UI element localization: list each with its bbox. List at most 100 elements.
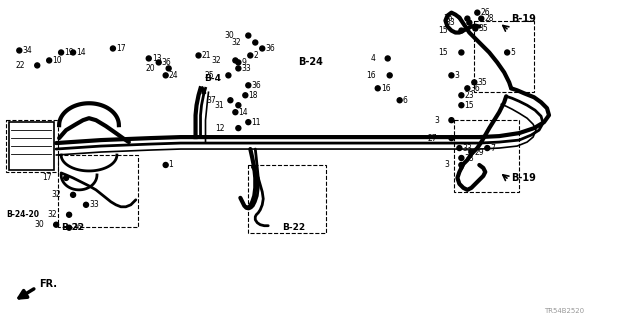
Circle shape: [233, 110, 238, 115]
Circle shape: [59, 50, 63, 55]
Bar: [6, 120, 58, 172]
Text: 36: 36: [265, 44, 275, 53]
Text: B-24-20: B-24-20: [6, 210, 40, 219]
Circle shape: [246, 120, 251, 125]
Circle shape: [156, 60, 161, 65]
Circle shape: [35, 63, 40, 68]
Text: 22: 22: [16, 61, 26, 70]
Text: 32: 32: [212, 56, 221, 65]
Circle shape: [236, 103, 241, 108]
Circle shape: [449, 118, 454, 123]
Circle shape: [459, 156, 464, 160]
Text: B-4: B-4: [205, 74, 221, 83]
Text: 33: 33: [465, 153, 474, 162]
Circle shape: [469, 150, 474, 154]
Circle shape: [163, 73, 168, 78]
Text: B-19: B-19: [511, 173, 536, 183]
Text: 20: 20: [145, 64, 155, 73]
Circle shape: [233, 58, 238, 63]
Text: 30: 30: [225, 31, 234, 40]
Text: FR.: FR.: [39, 279, 57, 289]
Circle shape: [236, 60, 241, 65]
Circle shape: [375, 86, 380, 91]
Circle shape: [47, 58, 52, 63]
Circle shape: [465, 86, 470, 91]
Text: 9: 9: [241, 58, 246, 67]
Text: 23: 23: [465, 91, 474, 100]
Circle shape: [67, 212, 72, 217]
Circle shape: [226, 73, 231, 78]
Text: 35: 35: [478, 24, 488, 33]
Circle shape: [84, 202, 88, 207]
Text: 24: 24: [169, 71, 179, 80]
Circle shape: [63, 175, 68, 181]
Circle shape: [236, 66, 241, 71]
Bar: [248, 165, 326, 233]
Text: 3: 3: [435, 116, 440, 125]
Text: 32: 32: [51, 190, 61, 199]
Text: 32: 32: [47, 210, 57, 219]
Text: 14: 14: [238, 108, 248, 117]
Text: 36: 36: [470, 84, 480, 93]
Bar: [58, 155, 138, 227]
Circle shape: [505, 50, 509, 55]
Text: 12: 12: [215, 124, 225, 133]
Circle shape: [70, 50, 76, 55]
Text: 16: 16: [366, 71, 376, 80]
Circle shape: [475, 10, 480, 15]
Circle shape: [397, 98, 402, 103]
Circle shape: [248, 53, 253, 58]
Text: 3: 3: [454, 71, 460, 80]
Text: 31: 31: [215, 101, 225, 110]
Text: 36: 36: [72, 223, 82, 232]
Text: B-22: B-22: [61, 223, 84, 232]
Text: 15: 15: [438, 26, 447, 35]
Text: 33: 33: [445, 18, 456, 27]
Circle shape: [111, 46, 115, 51]
Text: 4: 4: [371, 54, 376, 63]
Text: 21: 21: [202, 51, 211, 60]
Text: 2: 2: [253, 51, 258, 60]
Circle shape: [236, 126, 241, 130]
Bar: [10, 122, 54, 170]
Circle shape: [459, 93, 464, 98]
Text: 13: 13: [152, 54, 161, 63]
Text: 30: 30: [35, 220, 44, 229]
Circle shape: [70, 192, 76, 197]
Text: B-19: B-19: [511, 14, 536, 24]
Circle shape: [67, 225, 72, 230]
Text: 27: 27: [428, 134, 438, 143]
Circle shape: [473, 26, 478, 31]
Circle shape: [467, 20, 472, 25]
Text: 7: 7: [490, 144, 495, 152]
Text: 33: 33: [462, 144, 472, 152]
Text: 36: 36: [444, 14, 453, 23]
Text: 37: 37: [207, 96, 216, 105]
Text: 29: 29: [474, 147, 484, 157]
Circle shape: [54, 222, 59, 227]
Text: TR54B2520: TR54B2520: [544, 308, 584, 314]
Circle shape: [163, 162, 168, 167]
Circle shape: [228, 98, 233, 103]
Circle shape: [246, 83, 251, 88]
Text: 6: 6: [403, 96, 408, 105]
Circle shape: [196, 53, 201, 58]
Text: 26: 26: [480, 8, 490, 17]
Text: 25: 25: [205, 71, 214, 80]
Circle shape: [387, 73, 392, 78]
Text: 32: 32: [232, 38, 241, 47]
Text: 17: 17: [42, 174, 52, 182]
Bar: [454, 120, 519, 192]
Text: 19: 19: [64, 48, 74, 57]
Text: 15: 15: [438, 48, 447, 57]
Circle shape: [17, 48, 22, 53]
Circle shape: [459, 28, 464, 33]
Text: 33: 33: [89, 200, 99, 209]
Circle shape: [484, 145, 490, 151]
Circle shape: [147, 56, 151, 61]
Text: 36: 36: [162, 58, 172, 67]
Text: 15: 15: [465, 101, 474, 110]
Text: 10: 10: [52, 56, 62, 65]
Circle shape: [449, 73, 454, 78]
Circle shape: [459, 50, 464, 55]
